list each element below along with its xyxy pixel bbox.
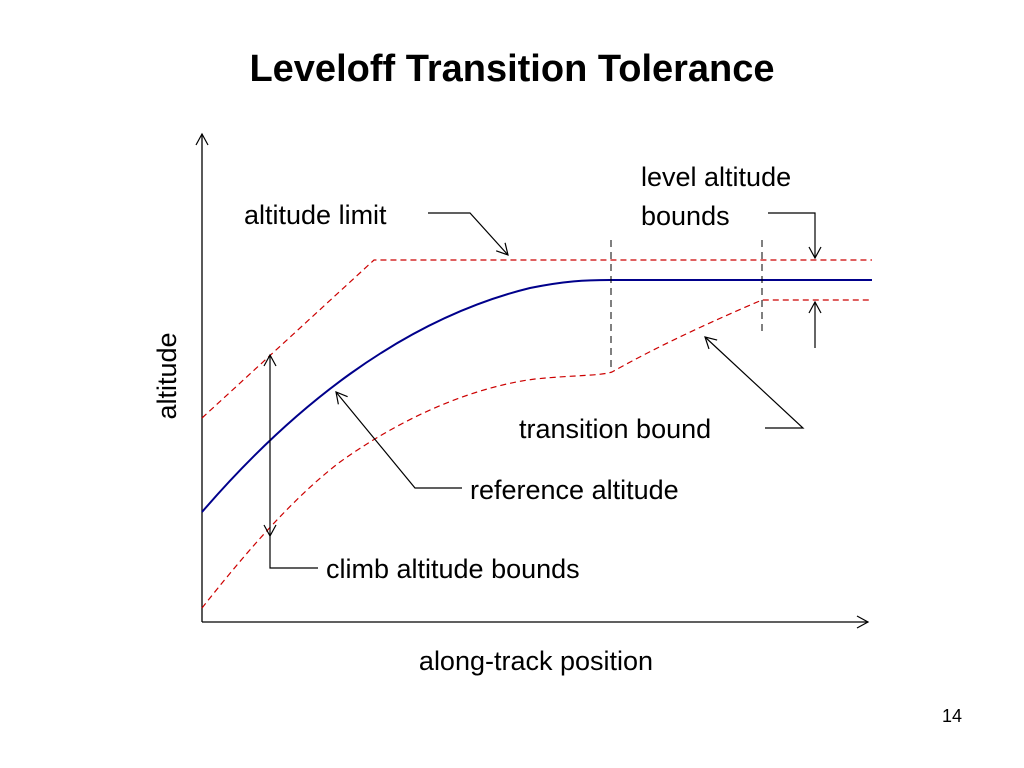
lower-transition-bound-line <box>201 299 872 609</box>
climb-bounds-label: climb altitude bounds <box>326 554 580 584</box>
axes <box>195 132 870 629</box>
altitude-limit-line <box>201 259 872 419</box>
bound-lines <box>201 259 872 609</box>
level-bounds-label-line2: bounds <box>641 201 730 231</box>
dividers <box>610 240 763 372</box>
altitude-limit-leader <box>428 212 509 256</box>
y-axis-label: altitude <box>152 332 182 419</box>
reference-altitude-label: reference altitude <box>470 475 679 505</box>
level-bounds-label-line1: level altitude <box>641 162 791 192</box>
slide-title: Leveloff Transition Tolerance <box>249 48 775 90</box>
transition-bound-leader <box>704 336 805 429</box>
reference-altitude-leader <box>335 391 462 489</box>
climb-bounds-leader <box>269 536 318 569</box>
x-axis-label: along-track position <box>419 646 653 676</box>
altitude-limit-label: altitude limit <box>244 200 387 230</box>
transition-bound-label: transition bound <box>519 414 711 444</box>
page-number: 14 <box>941 706 962 726</box>
level-bounds-upper-arrow <box>768 212 822 260</box>
